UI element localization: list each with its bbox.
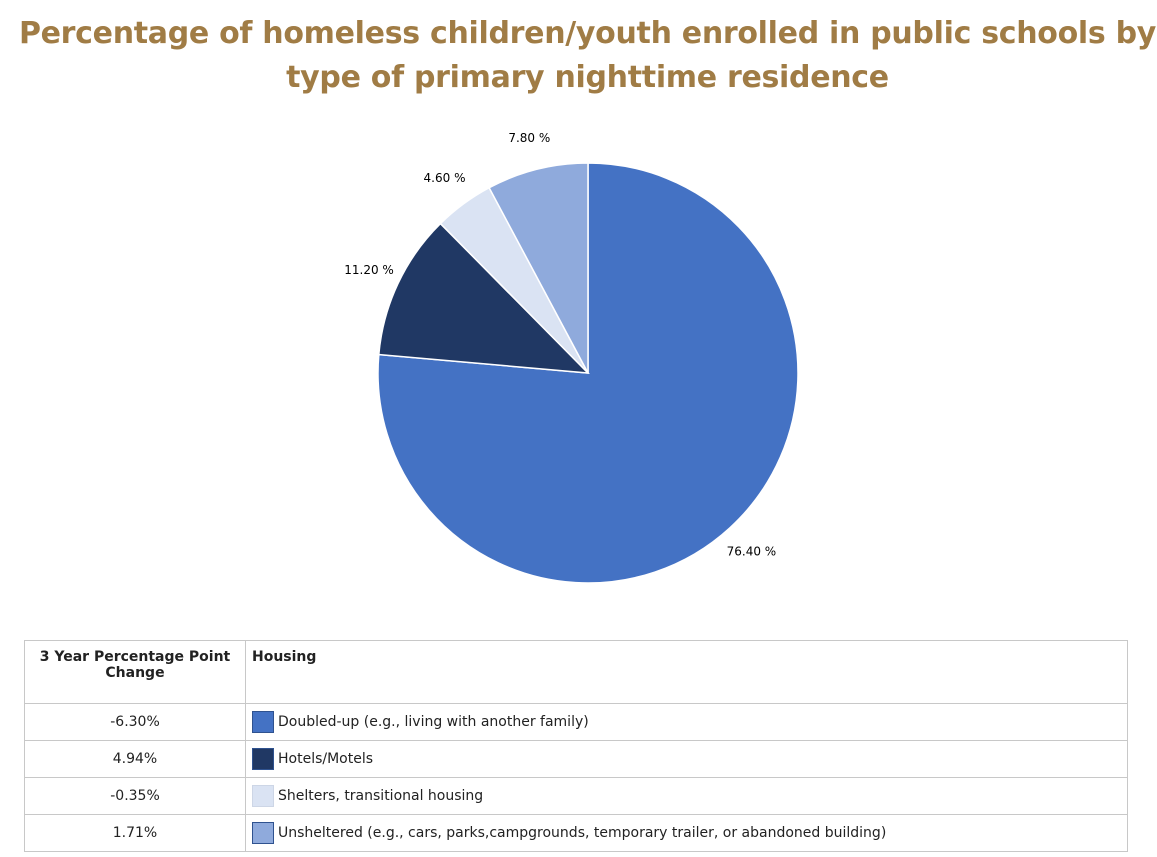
header-change: 3 Year Percentage Point Change: [24, 640, 246, 704]
pie-slice: [488, 162, 589, 374]
legend-table: 3 Year Percentage Point Change Housing -…: [24, 640, 1128, 852]
slice-label: 11.20 %: [344, 263, 394, 277]
legend-swatch: [252, 785, 274, 807]
slice-label: 76.40 %: [727, 544, 777, 558]
housing-label: Doubled-up (e.g., living with another fa…: [278, 714, 589, 730]
chart-title: Percentage of homeless children/youth en…: [18, 16, 1157, 95]
change-cell: -0.35%: [24, 777, 246, 815]
change-cell: 1.71%: [24, 814, 246, 852]
pie-slice: [377, 222, 590, 374]
housing-cell: Doubled-up (e.g., living with another fa…: [245, 703, 1128, 741]
housing-label: Shelters, transitional housing: [278, 788, 484, 804]
housing-label: Unsheltered (e.g., cars, parks,campgroun…: [278, 825, 887, 841]
change-cell: 4.94%: [24, 740, 246, 778]
table-row: -0.35% Shelters, transitional housing: [24, 777, 1128, 815]
table-row: 1.71% Unsheltered (e.g., cars, parks,cam…: [24, 814, 1128, 852]
housing-label: Hotels/Motels: [278, 751, 374, 767]
housing-cell: Unsheltered (e.g., cars, parks,campgroun…: [245, 814, 1128, 852]
legend-swatch: [252, 711, 274, 733]
table-row: -6.30% Doubled-up (e.g., living with ano…: [24, 703, 1128, 741]
legend-swatch: [252, 822, 274, 844]
table-row: 4.94% Hotels/Motels: [24, 740, 1128, 778]
pie-chart: 76.40 % 11.20 % 4.60 % 7.80 %: [344, 131, 799, 584]
change-cell: -6.30%: [24, 703, 246, 741]
legend-swatch: [252, 748, 274, 770]
header-housing: Housing: [245, 640, 1128, 704]
housing-cell: Hotels/Motels: [245, 740, 1128, 778]
housing-cell: Shelters, transitional housing: [245, 777, 1128, 815]
slice-label: 7.80 %: [508, 131, 550, 145]
table-header-row: 3 Year Percentage Point Change Housing: [24, 640, 1128, 704]
slice-label: 4.60 %: [424, 171, 466, 185]
